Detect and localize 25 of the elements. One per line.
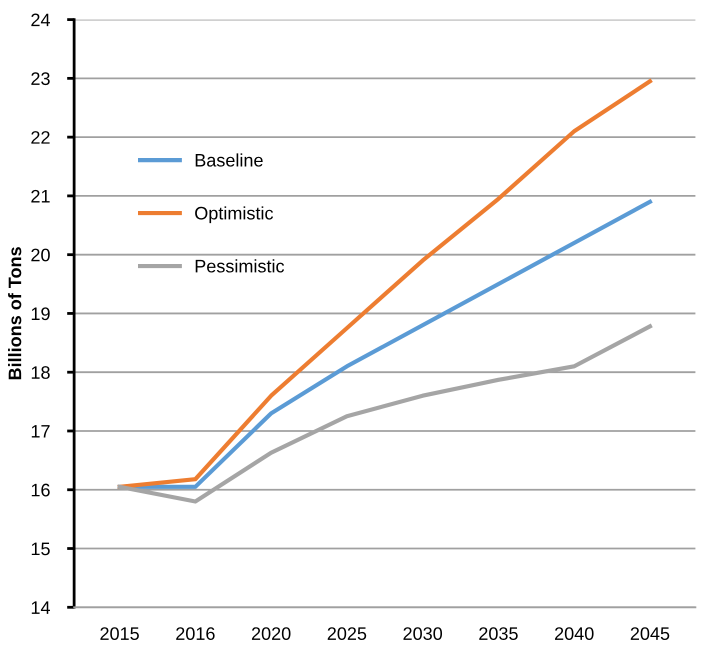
x-tick-label: 2020 [252, 627, 290, 640]
y-tick-label: 22 [31, 131, 50, 144]
x-tick-label: 2015 [100, 627, 139, 640]
y-tick-label: 16 [32, 484, 50, 496]
legend-label: Pessimistic [196, 259, 284, 273]
y-tick-label: 24 [31, 14, 50, 26]
x-tick-label: 2045 [630, 627, 670, 640]
y-tick-label: 23 [31, 72, 50, 86]
x-tick-label: 2025 [328, 627, 366, 640]
legend-label: Optimistic [195, 206, 274, 224]
y-tick-label: 20 [31, 248, 50, 262]
y-tick-label: 15 [32, 542, 50, 556]
x-tick-label: 2035 [479, 627, 518, 640]
x-tick-label: 2030 [403, 627, 442, 640]
x-tick-label: 2016 [176, 627, 215, 640]
line-series [118, 79, 652, 489]
line-series [118, 200, 652, 489]
y-axis-title: Billions of Tons [8, 247, 22, 380]
y-tick-label: 19 [32, 307, 50, 320]
y-tick-label: 21 [31, 190, 50, 202]
x-tick-label: 2040 [555, 627, 594, 640]
y-tick-label: 17 [32, 425, 50, 438]
legend-label: Baseline [196, 153, 263, 167]
y-tick-label: 14 [32, 601, 50, 614]
y-tick-label: 18 [32, 366, 50, 379]
